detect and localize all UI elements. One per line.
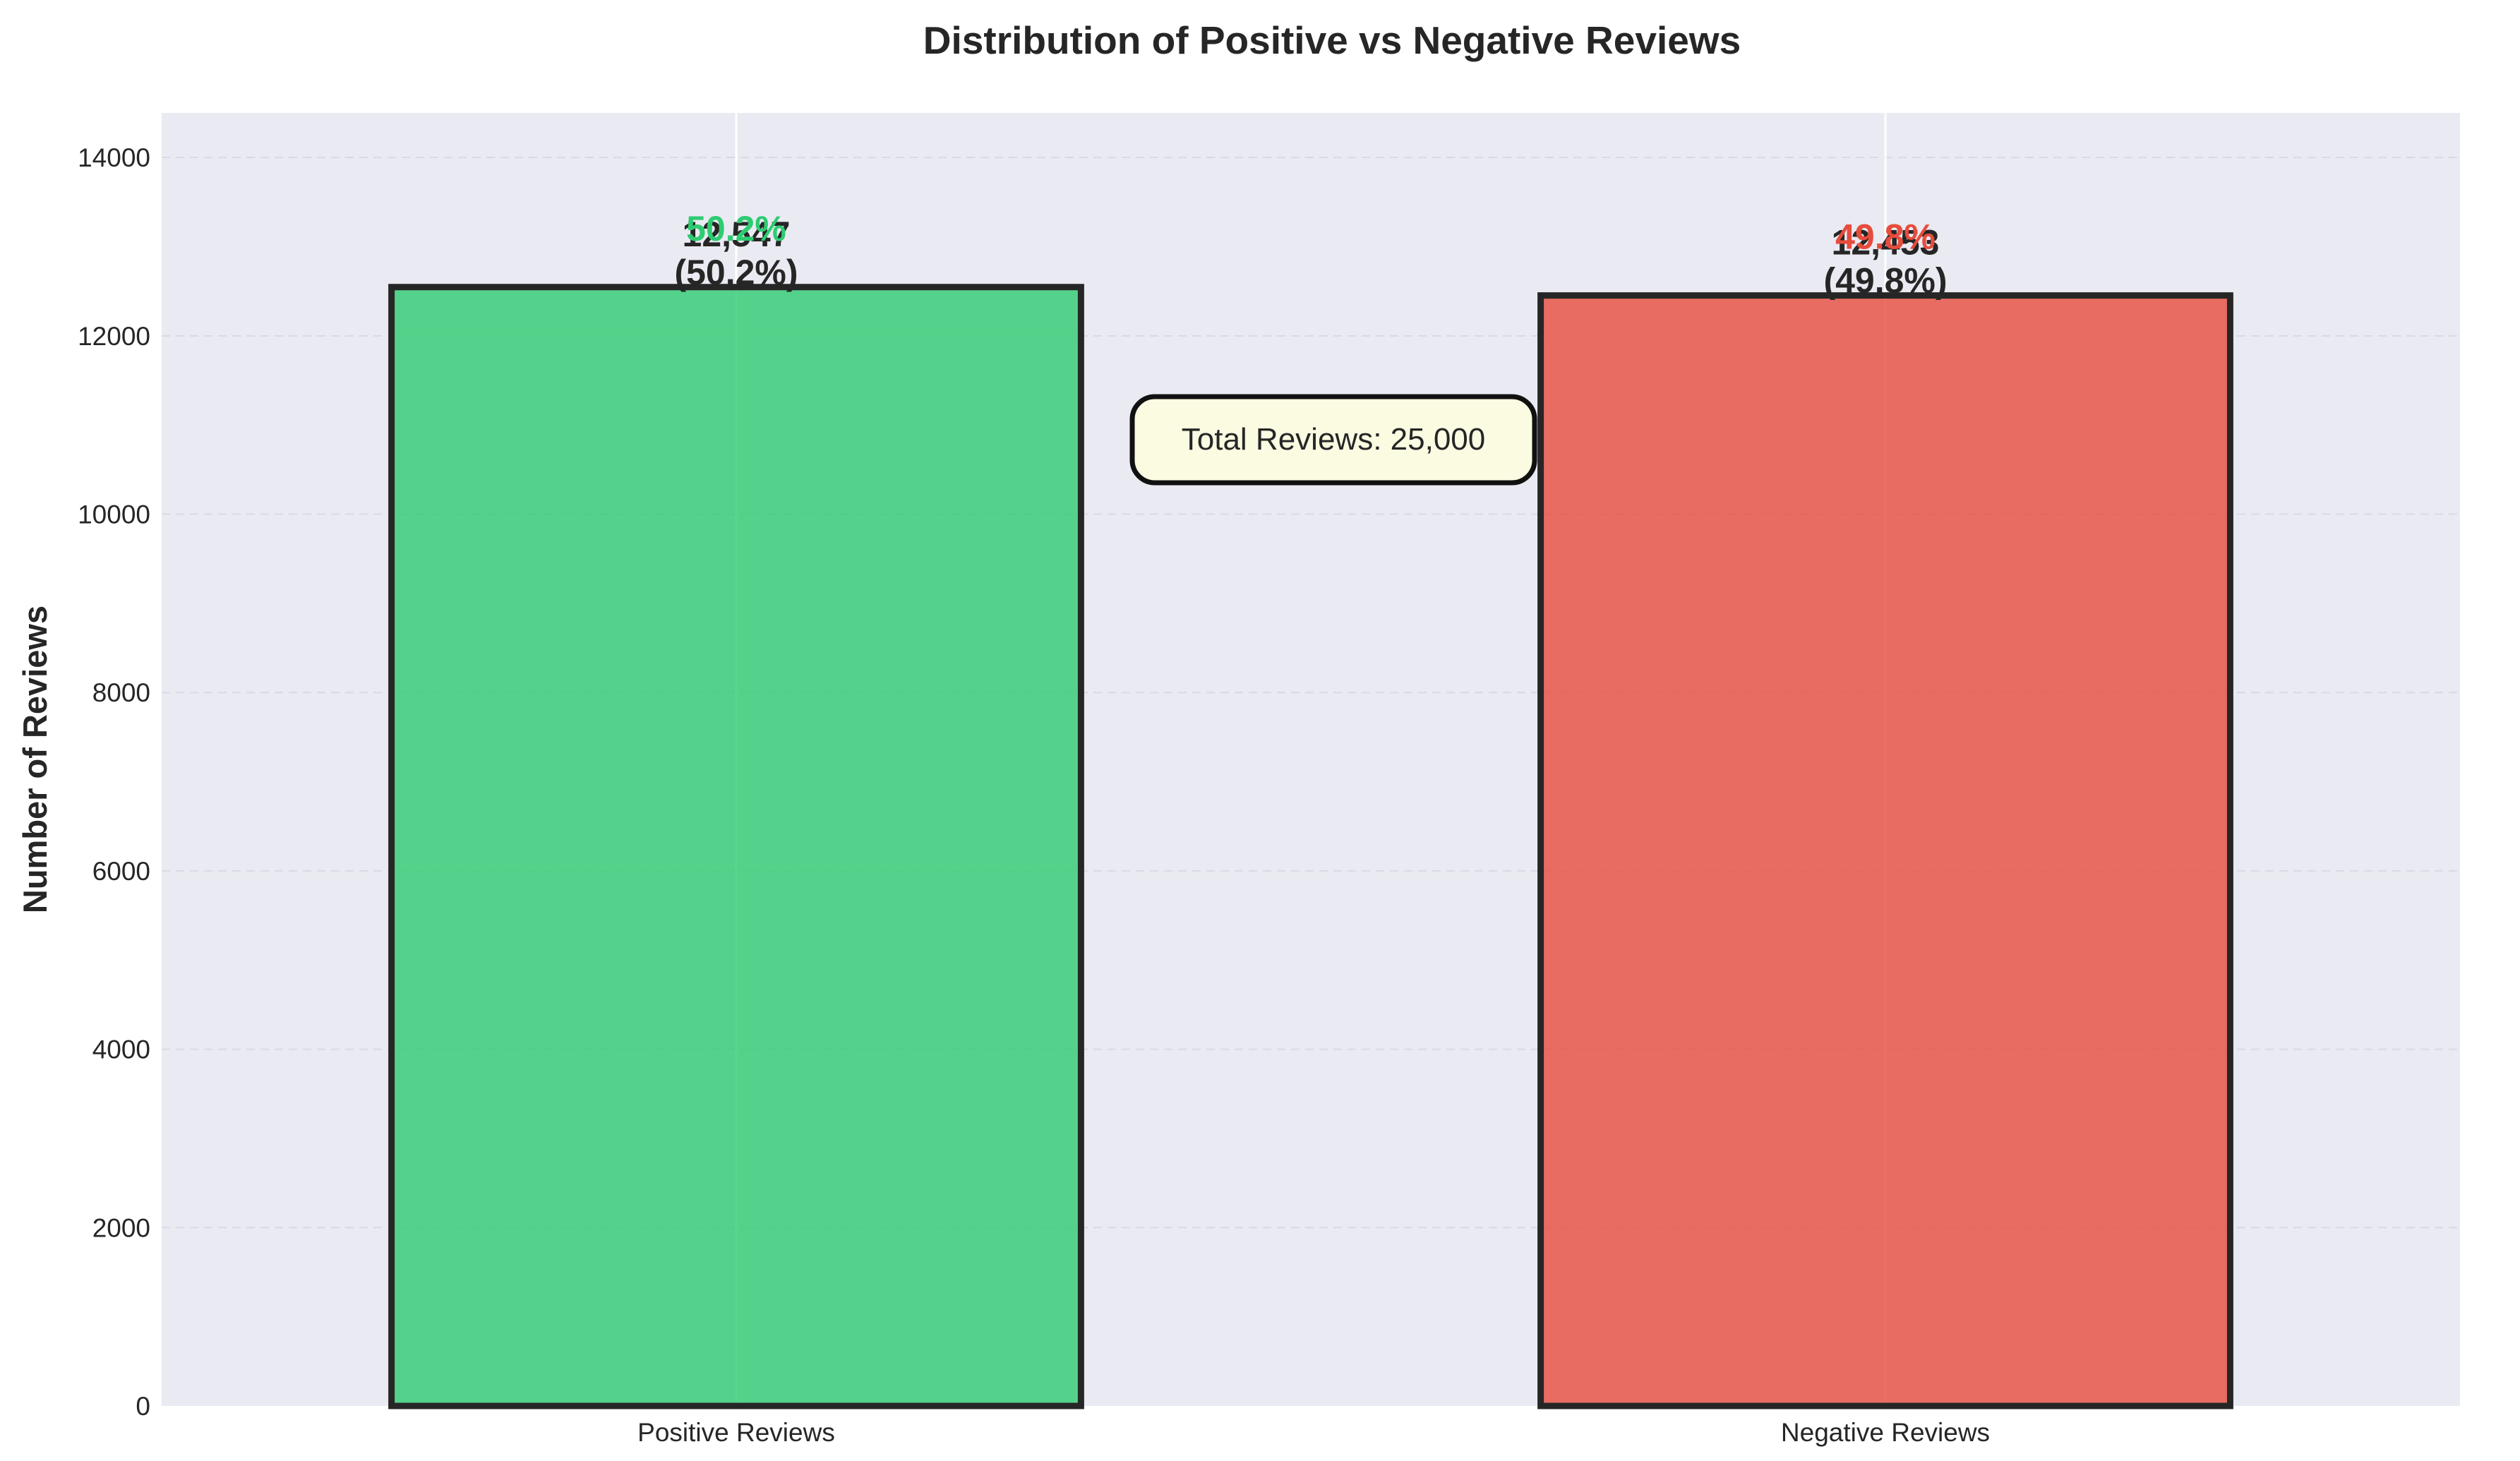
bar-labels: 12,547(50.2%) 50.2% 12,453(49.8%)49.8% <box>674 209 1947 301</box>
axis-ticks: 0 2000 4000 6000 8000 10000 12000 14000 Positive… <box>78 143 1990 1447</box>
bar-negative-reviews <box>1537 292 2233 1409</box>
y-tick-label: 14000 <box>78 143 150 172</box>
y-axis-label: Number of Reviews <box>16 606 54 913</box>
bar-value-label: 12,453 <box>1832 223 1940 263</box>
annotation-text: Total Reviews: 25,000 <box>1182 422 1485 457</box>
y-tick-label: 10000 <box>78 500 150 529</box>
annotation-box <box>1129 394 1537 486</box>
overlay-percent-label: 49.8% <box>1835 217 1936 257</box>
total-annotation: Total Reviews: 25,000 <box>1129 394 1537 486</box>
y-tick-label: 12000 <box>78 322 150 351</box>
x-tick-label: Positive Reviews <box>637 1418 835 1447</box>
bars <box>388 284 2233 1409</box>
bar-percent-label: (49.8%) <box>1823 261 1947 301</box>
y-tick-label: 0 <box>136 1392 150 1421</box>
y-tick-label: 8000 <box>92 678 150 707</box>
bar-positive-reviews <box>388 284 1084 1409</box>
bar-percent-label: (50.2%) <box>674 253 798 292</box>
chart-title: Distribution of Positive vs Negative Rev… <box>923 18 1741 62</box>
y-tick-label: 2000 <box>92 1213 150 1242</box>
bar-value-label: 12,547 <box>683 215 791 254</box>
y-tick-label: 6000 <box>92 857 150 886</box>
overlay-percent-label: 50.2% <box>686 209 786 248</box>
y-tick-label: 4000 <box>92 1035 150 1064</box>
x-tick-label: Negative Reviews <box>1781 1418 1990 1447</box>
